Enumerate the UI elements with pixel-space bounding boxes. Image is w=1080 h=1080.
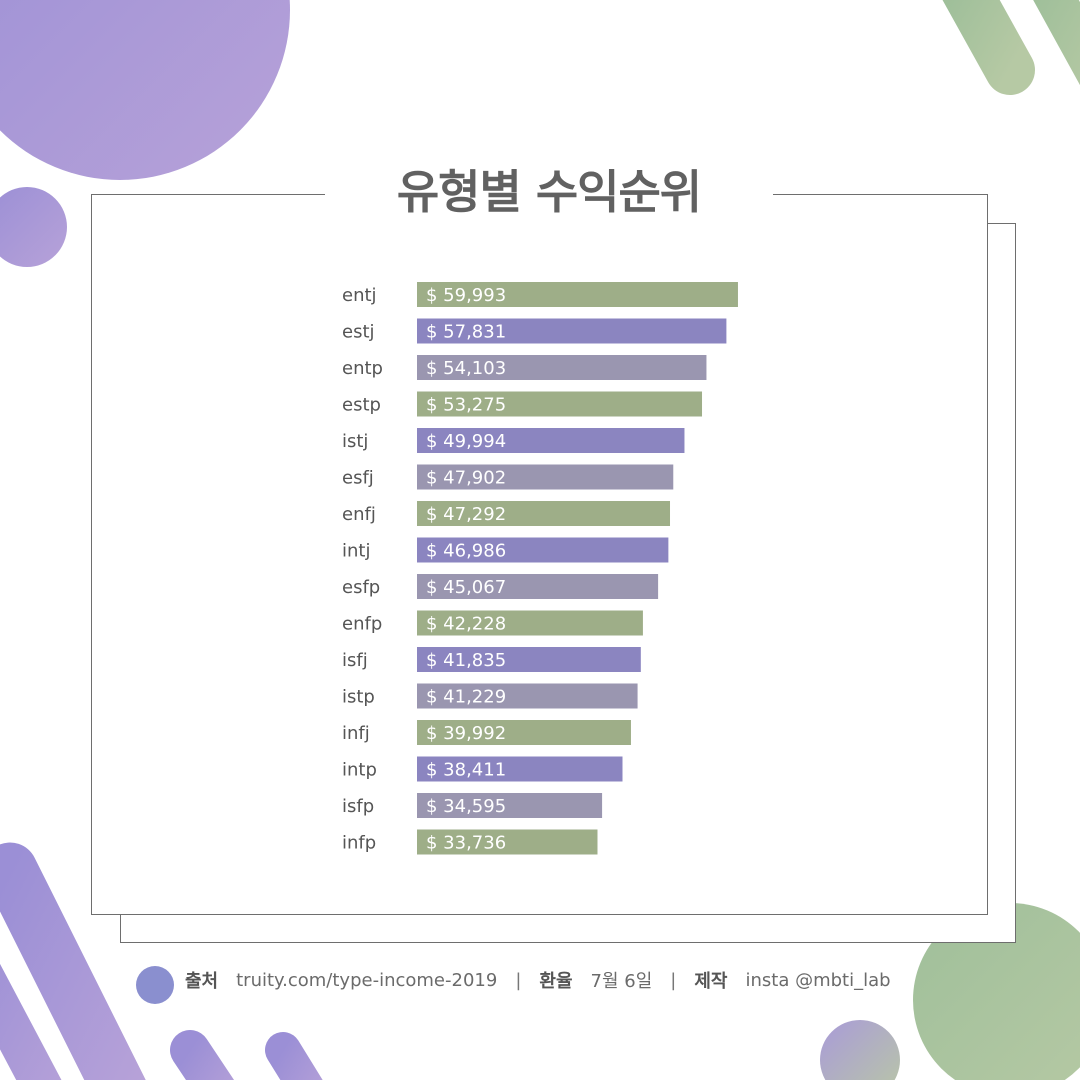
category-label: intj xyxy=(342,541,370,562)
bar-value-label: $ 54,103 xyxy=(426,358,506,379)
bar xyxy=(417,501,671,526)
deco-stripe-top-right-1 xyxy=(942,0,1035,95)
bar xyxy=(417,537,669,563)
maker-label: 제작 xyxy=(694,971,728,992)
bar-value-label: $ 34,595 xyxy=(426,796,506,817)
bar xyxy=(417,720,631,745)
rate-value: 7월 6일 xyxy=(590,971,653,992)
deco-circle-bottom-right-small xyxy=(820,1020,900,1080)
category-label: entj xyxy=(342,285,377,306)
category-label: isfj xyxy=(342,650,368,671)
category-label: infj xyxy=(342,723,370,744)
bar xyxy=(417,428,685,453)
maker-value: insta @mbti_lab xyxy=(745,969,891,991)
rate-label: 환율 xyxy=(539,971,573,992)
bar xyxy=(417,683,638,709)
bar-value-label: $ 59,993 xyxy=(426,285,506,306)
category-label: estp xyxy=(342,395,381,416)
bar xyxy=(417,391,703,417)
bar xyxy=(417,574,659,599)
category-label: enfp xyxy=(342,614,382,635)
category-label: istj xyxy=(342,431,368,452)
deco-circle-bottom-right xyxy=(913,903,1080,1080)
bar xyxy=(417,610,643,636)
footer-separator: | xyxy=(670,969,677,991)
deco-stripe-bottom-left-1 xyxy=(0,842,146,1080)
category-label: entp xyxy=(342,358,383,379)
deco-stripe-bottom-left-2 xyxy=(0,963,62,1080)
bar-value-label: $ 41,229 xyxy=(426,687,506,708)
deco-stripe-bottom-left-3 xyxy=(170,1030,235,1080)
bar xyxy=(417,282,738,307)
bar xyxy=(417,464,674,490)
bar-value-label: $ 33,736 xyxy=(426,833,506,854)
bar-value-label: $ 46,986 xyxy=(426,541,506,562)
bar xyxy=(417,318,727,344)
bar-value-label: $ 39,992 xyxy=(426,723,506,744)
bar xyxy=(417,647,641,672)
bar xyxy=(417,793,603,818)
bar xyxy=(417,355,707,380)
source-label: 출처 xyxy=(185,971,219,992)
category-label: infp xyxy=(342,833,376,854)
bar-value-label: $ 53,275 xyxy=(426,395,506,416)
category-label: intp xyxy=(342,760,377,781)
source-value: truity.com/type-income-2019 xyxy=(236,969,498,991)
footer: 출처 truity.com/type-income-2019 | 환율 7월 6… xyxy=(185,962,909,998)
bar-value-label: $ 47,292 xyxy=(426,504,506,525)
category-label: esfj xyxy=(342,468,374,489)
bar-value-label: $ 42,228 xyxy=(426,614,506,635)
page-title: 유형별 수익순위 xyxy=(396,165,702,219)
bar-value-label: $ 38,411 xyxy=(426,760,506,781)
deco-circle-small-left xyxy=(0,187,67,267)
bar-value-label: $ 47,902 xyxy=(426,468,506,489)
bar-value-label: $ 41,835 xyxy=(426,650,506,671)
bar xyxy=(417,756,623,782)
category-label: isfp xyxy=(342,796,374,817)
bar-value-label: $ 45,067 xyxy=(426,577,506,598)
category-label: estj xyxy=(342,322,375,343)
deco-stripe-bottom-left-4 xyxy=(265,1032,323,1080)
title-gap xyxy=(325,186,773,206)
footer-separator: | xyxy=(515,969,522,991)
footer-dot xyxy=(136,966,174,1004)
bar-value-label: $ 57,831 xyxy=(426,322,506,343)
category-label: enfj xyxy=(342,504,376,525)
deco-stripe-top-right-2 xyxy=(1033,0,1080,86)
deco-circle-top-left xyxy=(0,0,290,180)
category-label: istp xyxy=(342,687,375,708)
bar-value-label: $ 49,994 xyxy=(426,431,506,452)
category-label: esfp xyxy=(342,577,380,598)
bar xyxy=(417,829,598,855)
